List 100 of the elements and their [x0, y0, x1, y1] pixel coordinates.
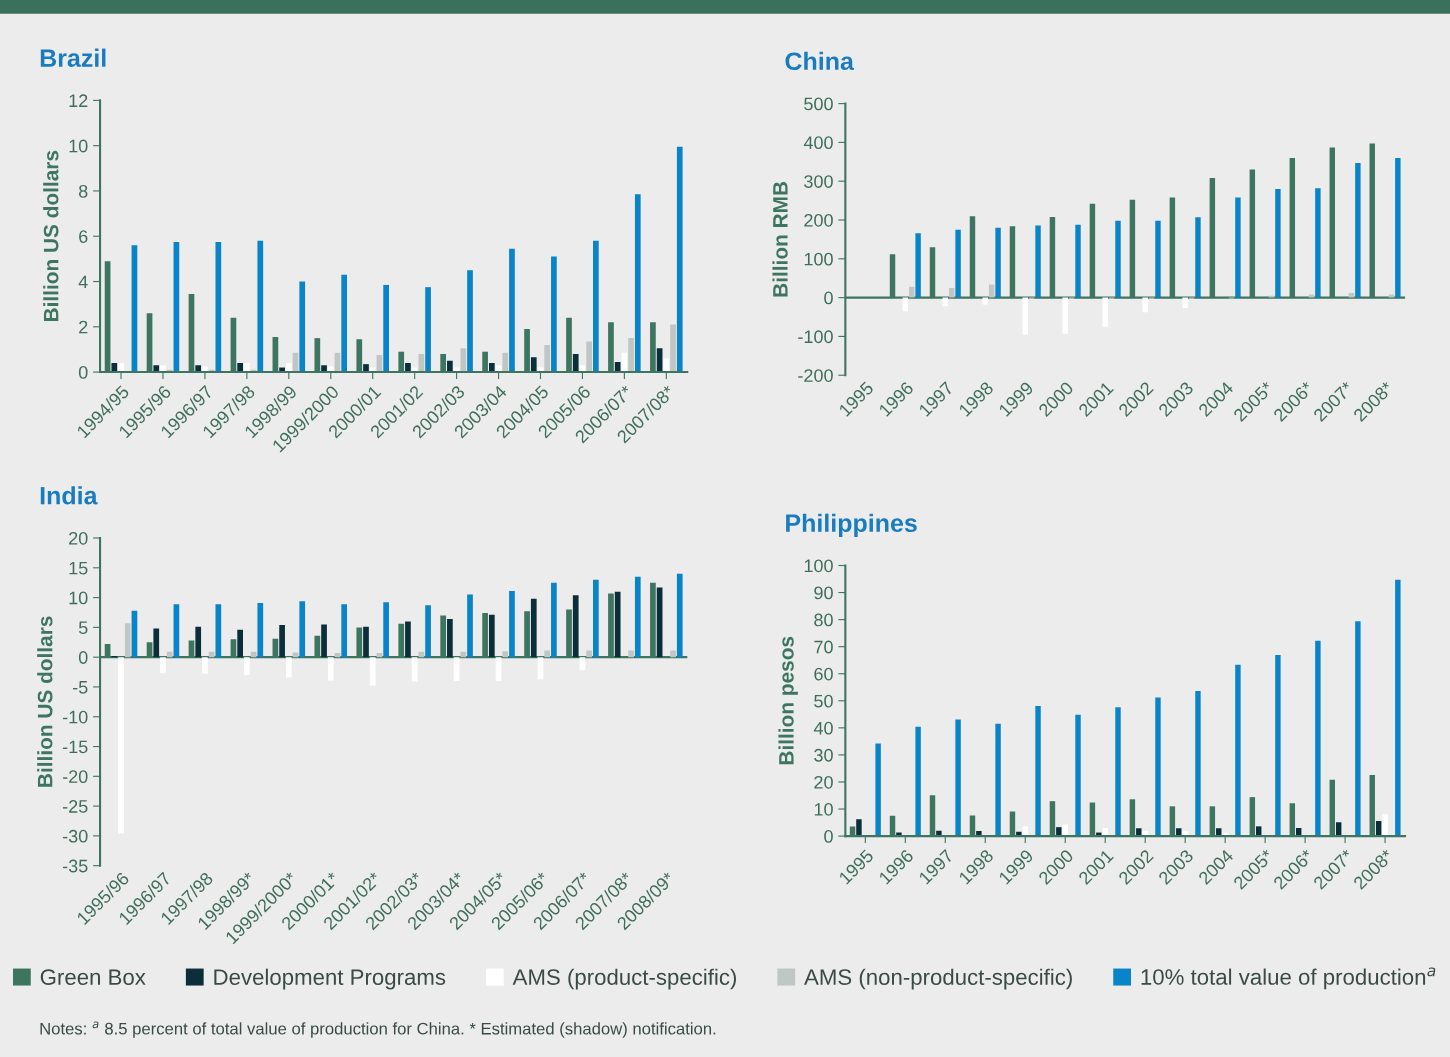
bar: [1056, 827, 1062, 837]
bar: [1102, 297, 1108, 327]
y-tick-label: 20: [814, 775, 833, 789]
y-tick-label: -30: [62, 829, 88, 843]
y-tick-label: -100: [798, 330, 833, 344]
bar: [118, 657, 124, 834]
bar: [1235, 197, 1241, 298]
bar: [955, 229, 961, 298]
bar: [948, 287, 955, 298]
bar: [1275, 655, 1281, 837]
bar: [915, 726, 921, 837]
y-tick-label: -10: [62, 710, 88, 724]
bar: [383, 602, 389, 658]
bar: [995, 723, 1001, 837]
y-tick-label: 50: [814, 694, 833, 708]
y-tick-label: 400: [803, 136, 833, 150]
bar: [955, 719, 961, 837]
bar: [153, 365, 160, 373]
bar: [1155, 220, 1161, 298]
bar: [982, 297, 988, 305]
bar: [614, 591, 621, 658]
bar: [285, 363, 292, 373]
y-tick-label: -5: [72, 681, 88, 694]
bar: [1395, 579, 1401, 837]
bar: [1182, 297, 1188, 309]
bar: [1235, 664, 1241, 837]
y-axis-title: Billion pesos: [778, 636, 798, 765]
y-tick-label: 0: [78, 366, 88, 379]
bar: [111, 363, 118, 373]
y-tick-label: 20: [69, 531, 88, 545]
bar: [634, 576, 641, 658]
bar: [593, 240, 599, 373]
bar: [572, 353, 579, 373]
bar: [1035, 705, 1041, 837]
bar: [586, 650, 592, 658]
chart-title: Brazil: [40, 48, 106, 67]
y-tick-label: 500: [804, 97, 833, 111]
bar: [447, 360, 453, 373]
bar: [244, 363, 250, 373]
bar: [124, 623, 131, 658]
y-axis-title: Billion US dollars: [43, 150, 59, 322]
bar: [237, 363, 243, 373]
y-tick-label: -15: [62, 740, 88, 754]
bar: [670, 650, 676, 658]
bar: [215, 604, 222, 658]
bar: [1155, 697, 1161, 837]
bar: [257, 602, 264, 658]
bar: [160, 365, 166, 373]
bar: [244, 657, 250, 676]
y-tick-label: 8: [78, 184, 88, 198]
bar: [1102, 827, 1108, 837]
bar: [153, 628, 160, 658]
bar: [1315, 640, 1321, 837]
bar: [551, 256, 557, 373]
bar: [405, 363, 411, 373]
bar: [628, 650, 634, 658]
bar: [202, 366, 208, 373]
chart-title: China: [785, 51, 855, 71]
bar: [405, 621, 411, 658]
y-tick-label: 60: [814, 667, 833, 681]
bar: [195, 626, 202, 658]
bar: [593, 579, 599, 658]
y-tick-label: 90: [814, 586, 833, 600]
bar: [676, 573, 683, 658]
bar: [166, 651, 173, 658]
bar: [1182, 831, 1188, 837]
bar: [460, 651, 467, 658]
bar: [467, 270, 473, 373]
bar: [411, 657, 418, 682]
bar: [614, 361, 621, 373]
bar: [1115, 220, 1121, 298]
bar: [321, 624, 327, 658]
bar: [856, 819, 862, 837]
bar: [1136, 828, 1142, 837]
y-tick-label: -200: [798, 369, 833, 382]
bar: [1382, 814, 1388, 837]
chart-title: Philippines: [786, 513, 917, 537]
y-tick-label: 100: [804, 252, 833, 266]
y-tick-label: 100: [804, 559, 833, 573]
bar: [1315, 188, 1321, 298]
y-tick-label: 2: [79, 320, 88, 334]
y-tick-label: 15: [69, 561, 88, 575]
bar: [160, 657, 166, 673]
y-tick-label: 0: [78, 651, 88, 664]
y-axis-title: Billion US dollars: [37, 616, 53, 787]
bar: [586, 341, 592, 373]
bar: [488, 614, 495, 658]
bar: [909, 286, 915, 298]
bar: [299, 601, 306, 658]
bar: [530, 357, 537, 373]
bar: [663, 358, 670, 373]
y-tick-label: 12: [69, 94, 88, 107]
bar: [509, 248, 515, 373]
bar: [1035, 225, 1041, 298]
bar: [509, 591, 515, 658]
bar: [488, 363, 495, 373]
bar: [299, 281, 306, 373]
text: Notes: $^{a}$ 8.5 percent of total value of production for China. * Estimated (shadow) notification.: [40, 1021, 716, 1038]
legend-label: AMS (non-product-specific): [804, 968, 1072, 990]
legend-label: Green Box: [40, 969, 146, 985]
